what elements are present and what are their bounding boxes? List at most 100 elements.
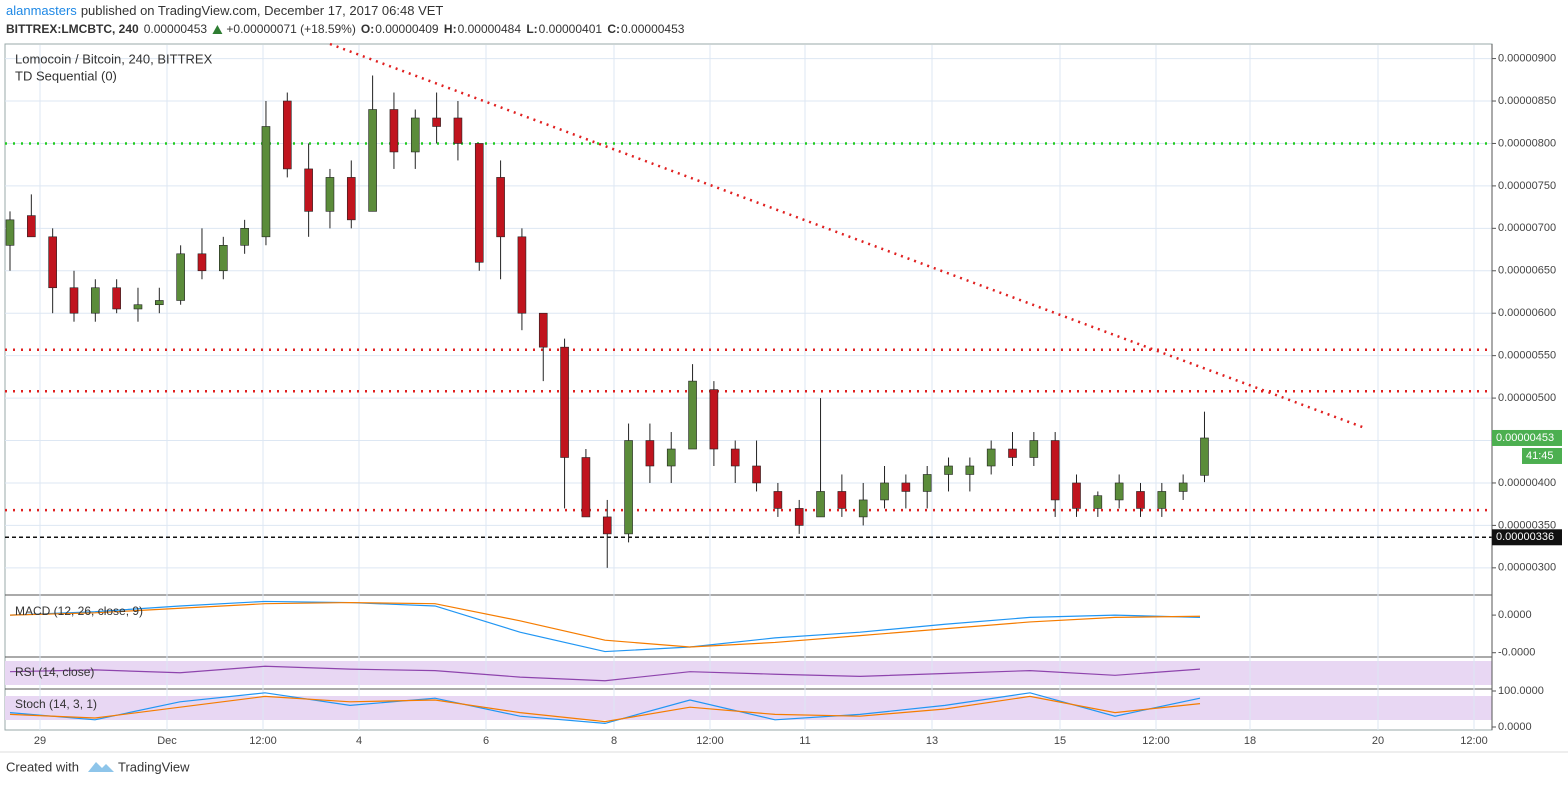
tv-logo: [88, 762, 114, 772]
x-tick-label: 13: [926, 735, 938, 747]
candle-body: [794, 508, 804, 526]
header: alanmasters published on TradingView.com,…: [6, 3, 443, 18]
author[interactable]: alanmasters: [6, 3, 77, 18]
candle-body: [219, 245, 228, 272]
x-tick-label: 12:00: [1460, 735, 1488, 747]
field-label: C:: [607, 22, 620, 36]
candle-body: [48, 236, 57, 289]
candle-body: [752, 465, 761, 484]
symbol: BITTREX:LMCBTC, 240: [6, 22, 139, 36]
field-value: 0.00000453: [621, 22, 685, 36]
y-tick-label: 0.00000900: [1498, 52, 1556, 64]
candle-body: [816, 491, 825, 518]
candle-body: [1029, 440, 1039, 458]
candle-body: [560, 346, 569, 458]
candle-body: [666, 448, 676, 467]
x-tick-label: 15: [1054, 735, 1066, 747]
stoch-band: [5, 696, 1492, 720]
candle-body: [688, 380, 697, 450]
x-tick-label: 12:00: [696, 735, 724, 747]
marker-box: [1492, 529, 1562, 546]
countdown-box: [1522, 447, 1562, 464]
up-arrow: [212, 25, 223, 34]
candle-body: [773, 491, 783, 509]
candle-body: [1200, 437, 1209, 476]
y-tick-label: 0.00000600: [1498, 307, 1556, 319]
candle-body: [346, 177, 356, 221]
y-tick-label: 0.0000: [1498, 609, 1532, 621]
candle-body: [1136, 491, 1145, 509]
field-label: O:: [361, 22, 374, 36]
candle-body: [368, 109, 377, 212]
y-tick-label: 0.00000550: [1498, 350, 1556, 362]
x-tick-label: 29: [34, 735, 46, 747]
field-value: 0.00000484: [458, 22, 522, 36]
candle-body: [965, 465, 975, 475]
indicator-line: [9, 665, 1201, 682]
indicator-line: [9, 601, 1201, 648]
candle-body: [1050, 440, 1060, 501]
candle-body: [197, 253, 207, 272]
candle-body: [240, 228, 249, 246]
candle-body: [1072, 482, 1081, 509]
x-tick-label: 12:00: [249, 735, 277, 747]
grid: [5, 45, 1492, 730]
candle-body: [133, 304, 143, 310]
candle-body: [880, 482, 889, 501]
candle-body: [1093, 495, 1103, 509]
y-tick-label: -0.0000: [1498, 647, 1535, 659]
brand[interactable]: TradingView: [118, 759, 190, 774]
candle-body: [1008, 448, 1017, 458]
candle-body: [304, 168, 313, 212]
candle-body: [176, 253, 185, 301]
y-tick-label: 0.00000300: [1498, 562, 1556, 574]
candle-body: [709, 389, 719, 450]
last-price-box: [1492, 429, 1562, 446]
last-price-label: 0.00000453: [1496, 432, 1554, 444]
candle-body: [496, 177, 505, 238]
candle-body: [837, 491, 847, 509]
y-tick-label: 0.00000500: [1498, 392, 1556, 404]
candle-body: [474, 143, 484, 263]
y-tick-label: 0.00000700: [1498, 222, 1556, 234]
indicator-line: [9, 600, 1201, 653]
candle-body: [944, 465, 953, 475]
indicator-label: MACD (12, 26, close, 9): [15, 604, 143, 618]
candle-body: [581, 457, 591, 518]
y-tick-label: 0.0000: [1498, 721, 1532, 733]
candle-body: [325, 177, 335, 212]
candle-body: [645, 440, 655, 467]
candle-body: [155, 300, 164, 306]
indicator-line: [9, 695, 1201, 723]
candle-body: [432, 117, 441, 127]
y-tick-label: 0.00000650: [1498, 265, 1556, 277]
countdown: 41:45: [1526, 450, 1554, 462]
candle-body: [986, 448, 996, 467]
field-value: 0.00000401: [539, 22, 603, 36]
last: 0.00000453: [144, 22, 208, 36]
x-tick-label: 12:00: [1142, 735, 1170, 747]
trend-line: [329, 42, 1366, 430]
candle-body: [1157, 491, 1167, 509]
candle-body: [922, 474, 932, 492]
candle-body: [261, 126, 271, 238]
x-tick-label: 11: [799, 735, 810, 747]
x-tick-label: 20: [1372, 735, 1384, 747]
candle-body: [410, 117, 420, 153]
candle-body: [858, 499, 868, 518]
candle-body: [27, 215, 36, 238]
y-tick-label: 0.00000350: [1498, 519, 1556, 531]
candle-body: [69, 287, 79, 314]
indicator-label: Stoch (14, 3, 1): [15, 697, 97, 711]
y-tick-label: 100.0000: [1498, 685, 1544, 697]
candle-body: [1114, 482, 1124, 501]
ohlc-fields: O: 0.00000409 H: 0.00000484 L: 0.00000401 C: 0.…: [361, 22, 685, 36]
x-tick-label: 8: [611, 735, 617, 747]
x-tick-label: 6: [483, 735, 489, 747]
candle-body: [901, 482, 911, 492]
symbol-change: +0.00000071 (+18.59%): [226, 22, 355, 36]
field-value: 0.00000409: [375, 22, 439, 36]
candle-body: [602, 516, 612, 535]
